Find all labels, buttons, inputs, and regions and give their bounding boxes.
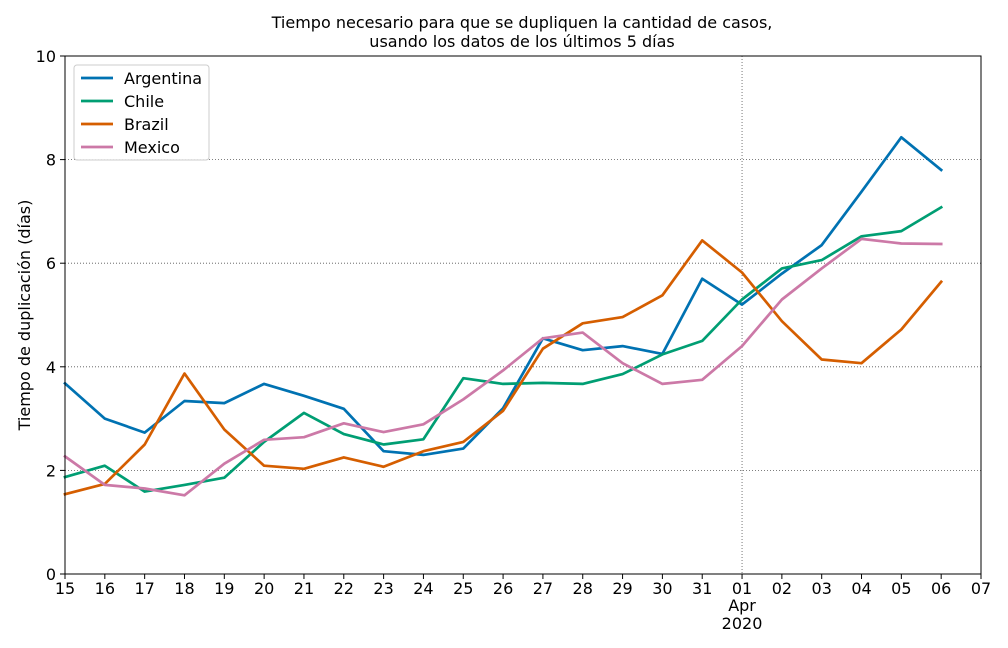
x-tick-label: 23: [373, 579, 393, 598]
legend: Argentina Chile Brazil Mexico: [73, 64, 210, 161]
x-tick-label: 22: [334, 579, 354, 598]
y-tick-label: 0: [46, 565, 56, 584]
x-tick-label: 17: [134, 579, 154, 598]
series-line-argentina: [63, 135, 944, 457]
x-tick-label: 18: [174, 579, 194, 598]
chart-title-line-1: Tiempo necesario para que se dupliquen l…: [271, 13, 773, 32]
x-axis: 15 16 17 18 19 20 21 22 23 24 25 26 27 28 29 30 31 01Apr2…: [55, 574, 991, 633]
x-tick-label: 20: [254, 579, 274, 598]
x-tick-label: 28: [573, 579, 593, 598]
plot-area-frame: [64, 55, 982, 575]
series-line-chile: [63, 205, 944, 493]
y-tick-label: 4: [46, 358, 56, 377]
chart-title-line-2: usando los datos de los últimos 5 días: [369, 32, 674, 51]
x-tick-label: 16: [95, 579, 115, 598]
legend-label-brazil: Brazil: [124, 115, 169, 134]
y-tick-label: 2: [46, 461, 56, 480]
x-tick-label: 30: [652, 579, 672, 598]
x-tick-label: 24: [413, 579, 433, 598]
x-tick-label: 07: [971, 579, 991, 598]
series-line-brazil: [63, 239, 944, 496]
x-tick-label: 03: [812, 579, 832, 598]
x-tick-label: 02: [772, 579, 792, 598]
y-axis: 0 2 4 6 8 10: [36, 47, 65, 584]
x-tick-secondary-label: Apr: [728, 596, 756, 615]
legend-label-argentina: Argentina: [124, 69, 202, 88]
y-tick-label: 8: [46, 151, 56, 170]
x-tick-label: 29: [612, 579, 632, 598]
x-tick-label: 19: [214, 579, 234, 598]
gridlines: [65, 56, 981, 574]
x-tick-label: 21: [294, 579, 314, 598]
legend-box: [73, 64, 210, 161]
x-tick-label: 15: [55, 579, 75, 598]
x-tick-label: 05: [891, 579, 911, 598]
x-tick-label: 01: [732, 579, 752, 598]
series-line-mexico: [63, 237, 943, 497]
y-tick-label: 10: [36, 47, 56, 66]
x-tick-label: 26: [493, 579, 513, 598]
y-tick-label: 6: [46, 254, 56, 273]
x-tick-secondary-label: 2020: [722, 614, 763, 633]
legend-label-chile: Chile: [124, 92, 164, 111]
x-tick-label: 31: [692, 579, 712, 598]
x-tick-label: 27: [533, 579, 553, 598]
series-lines: [63, 135, 944, 497]
y-axis-label: Tiempo de duplicación (días): [15, 200, 34, 432]
x-tick-label: 25: [453, 579, 473, 598]
x-tick-label: 04: [851, 579, 871, 598]
legend-label-mexico: Mexico: [124, 138, 180, 157]
x-tick-label: 06: [931, 579, 951, 598]
